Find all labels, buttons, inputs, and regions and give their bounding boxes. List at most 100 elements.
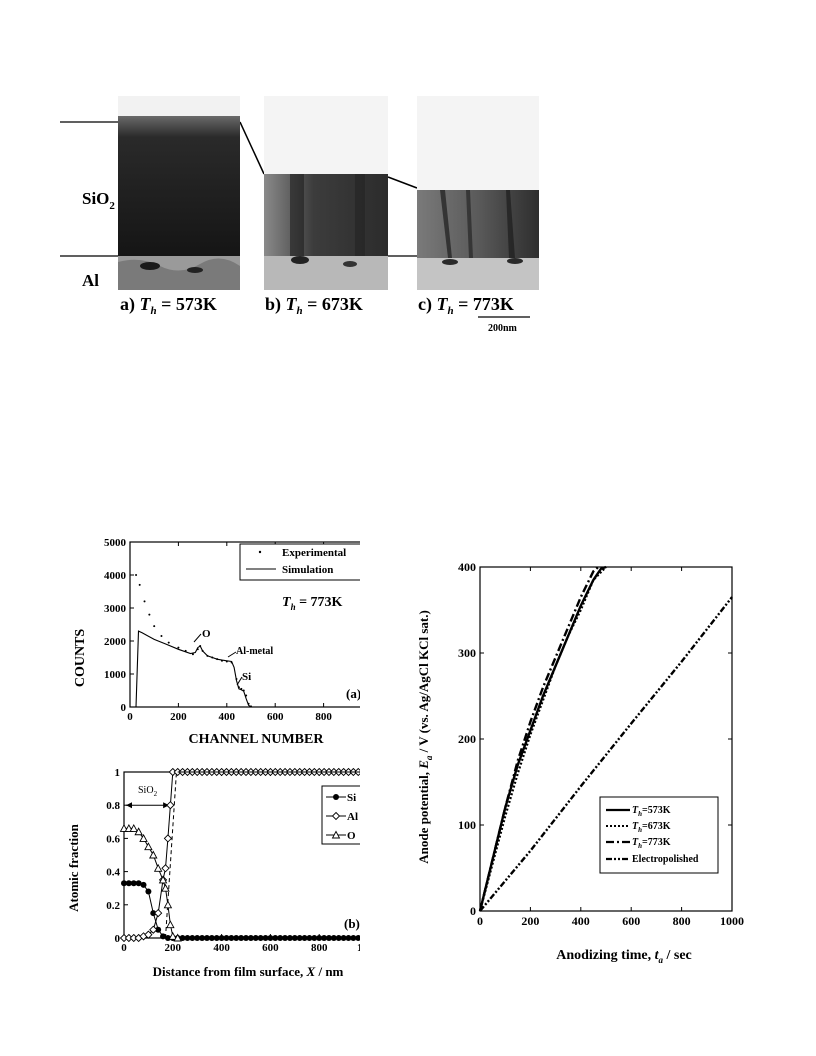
si-marker	[286, 935, 293, 941]
rbs-x-tick-label: 400	[219, 711, 236, 723]
rbs-peak-arrow-al	[227, 651, 237, 658]
tem-image-b	[264, 96, 388, 290]
depth-x-tick-label: 0	[121, 942, 127, 954]
si-marker	[135, 880, 142, 887]
legend-swatch-si	[333, 794, 339, 800]
depth-y-tick-label: 0.8	[106, 800, 120, 812]
depth-y-tick-label: 1	[115, 767, 121, 779]
sio2-arrow-head-right	[163, 802, 170, 809]
si-marker	[355, 935, 360, 941]
si-marker	[213, 935, 220, 941]
tem-figure: SiO2 Al a) Th = 573K b) Th = 673K c) Th …	[60, 96, 539, 334]
si-marker	[199, 935, 206, 941]
o-marker	[149, 850, 158, 859]
si-marker	[325, 935, 332, 941]
si-marker	[330, 935, 337, 941]
depth-x-tick-label: 600	[262, 942, 279, 954]
si-marker	[160, 933, 167, 940]
anod-x-tick-label: 800	[673, 914, 691, 928]
anod-x-axis-label: Anodizing time, ta / sec	[556, 948, 692, 965]
si-marker	[311, 935, 318, 941]
si-marker	[238, 935, 245, 941]
al-marker	[144, 930, 153, 939]
rbs-experimental-point	[177, 646, 180, 649]
si-marker	[155, 926, 162, 933]
depth-profile-chart: 0 200 400 600 800 1000 0 0.2 0.4 0.6 0.8 1 Atomic fr…	[66, 767, 360, 979]
rbs-x-axis-label: CHANNEL NUMBER	[189, 732, 325, 745]
depth-legend-al: Al	[347, 811, 358, 823]
anod-x-tick-label: 200	[521, 914, 539, 928]
anod-y-tick-label: 200	[458, 732, 476, 746]
si-marker	[301, 935, 308, 941]
rbs-experimental-point	[191, 653, 194, 656]
si-marker	[243, 935, 249, 941]
o-marker	[134, 827, 143, 836]
si-marker	[121, 880, 127, 887]
rbs-y-tick-label: 1000	[104, 669, 127, 681]
anod-y-tick-label: 300	[458, 646, 476, 660]
depth-x-tick-label: 800	[311, 942, 328, 954]
legend-label-573: Th=573K	[632, 805, 671, 818]
rbs-simulation-line	[135, 630, 252, 708]
al-layer-label: Al	[82, 271, 99, 290]
si-marker	[140, 881, 147, 888]
si-marker	[291, 935, 298, 941]
si-marker	[306, 935, 313, 941]
rbs-spectrum-chart: Th = 773K 020040060080010000100020003000…	[73, 537, 360, 745]
si-marker	[203, 935, 210, 941]
rbs-y-tick-label: 3000	[104, 603, 127, 615]
depth-x-axis-label: Distance from film surface, X / nm	[153, 964, 344, 979]
panel-caption-c: c) Th = 773K	[418, 294, 514, 317]
si-marker	[145, 888, 152, 895]
o-marker	[166, 920, 175, 929]
depth-legend-si: Si	[347, 792, 356, 804]
series-773k-line	[478, 566, 600, 912]
si-marker	[125, 880, 132, 887]
depth-x-tick-label: 1000	[357, 942, 360, 954]
legend-label-673: Th=673K	[632, 821, 671, 834]
si-marker	[350, 935, 357, 941]
rbs-experimental-point	[138, 583, 141, 586]
rbs-y-tick-label: 4000	[104, 570, 127, 582]
al-marker	[166, 801, 175, 810]
rbs-peak-label-o: O	[202, 628, 211, 640]
series-673k-line	[478, 566, 607, 912]
rbs-legend-experimental: Experimental	[282, 547, 346, 559]
rbs-experimental-point	[148, 613, 151, 616]
depth-legend-box	[321, 785, 360, 845]
rbs-legend-simulation: Simulation	[282, 564, 333, 576]
o-marker	[163, 900, 173, 909]
si-marker	[296, 935, 303, 941]
si-marker	[267, 935, 274, 941]
o-marker	[173, 933, 182, 942]
rbs-y-axis-label: COUNTS	[73, 629, 88, 688]
si-marker	[179, 935, 186, 941]
sio2-layer-label: SiO2	[82, 189, 115, 212]
al-marker	[161, 864, 170, 873]
si-marker	[272, 935, 279, 941]
legend-label-electropolished: Electropolished	[632, 854, 699, 865]
si-marker	[150, 910, 157, 917]
si-marker	[208, 935, 215, 941]
si-marker	[282, 935, 289, 941]
si-marker	[257, 935, 264, 941]
depth-y-tick-label: 0	[115, 933, 121, 945]
rbs-x-tick-label: 800	[315, 711, 332, 723]
depth-y-tick-label: 0.6	[106, 833, 120, 845]
anod-x-tick-label: 1000	[720, 914, 744, 928]
anod-x-tick-label: 600	[622, 914, 640, 928]
rbs-legend-box	[239, 543, 360, 581]
anod-y-tick-label: 0	[470, 904, 476, 918]
si-marker	[223, 935, 230, 941]
o-marker	[129, 823, 139, 832]
legend-label-773: Th=773K	[632, 837, 671, 850]
legend-swatch-al	[331, 811, 341, 821]
o-marker	[153, 863, 163, 872]
depth-y-axis-label: Atomic fraction	[66, 823, 81, 911]
si-marker	[262, 935, 269, 941]
anodizing-chart: Anode potential, Ea / V (vs. Ag/AgCl KCl…	[416, 560, 744, 965]
tem-image-a	[118, 96, 240, 290]
depth-x-tick-label: 400	[213, 942, 230, 954]
al-marker	[149, 925, 158, 934]
panel-caption-a: a) Th = 573K	[120, 294, 217, 317]
